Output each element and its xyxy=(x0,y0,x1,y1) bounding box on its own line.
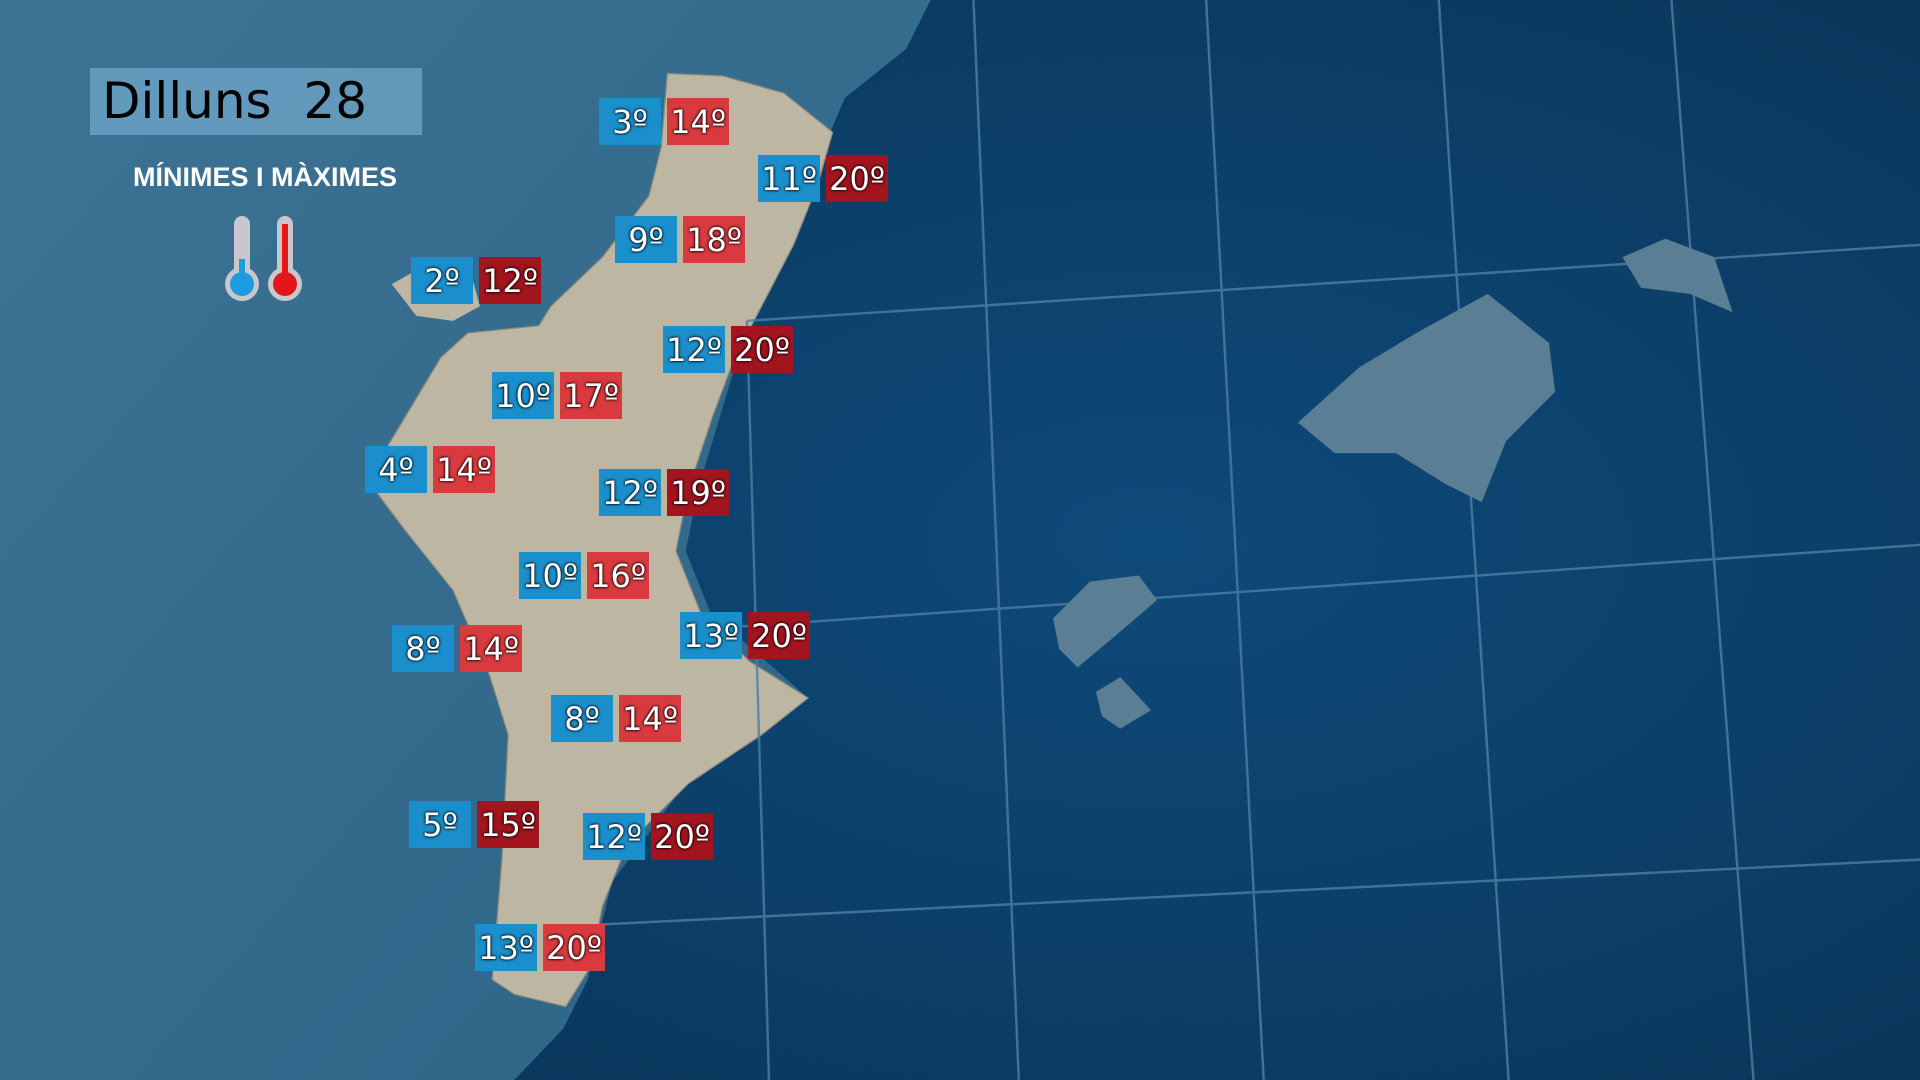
station-label: 12º 20º xyxy=(663,326,793,373)
min-temp: 12º xyxy=(599,469,661,516)
station-label: 9º 18º xyxy=(615,216,745,263)
max-temp: 14º xyxy=(619,695,681,742)
min-temp: 9º xyxy=(615,216,677,263)
station-label: 11º 20º xyxy=(758,155,888,202)
min-temp: 12º xyxy=(663,326,725,373)
station-label: 3º 14º xyxy=(599,98,729,145)
max-temp: 20º xyxy=(748,612,810,659)
station-label: 10º 17º xyxy=(492,372,622,419)
max-temp: 20º xyxy=(731,326,793,373)
station-label: 13º 20º xyxy=(475,924,605,971)
max-temp: 19º xyxy=(667,469,729,516)
max-temp: 20º xyxy=(651,813,713,860)
max-temp: 14º xyxy=(460,625,522,672)
min-temp: 12º xyxy=(583,813,645,860)
max-temp: 18º xyxy=(683,216,745,263)
max-temp: 16º xyxy=(587,552,649,599)
grid-lines xyxy=(599,0,1920,1080)
thermometer-hot-icon xyxy=(268,216,302,301)
max-temp: 14º xyxy=(433,446,495,493)
station-label: 13º 20º xyxy=(680,612,810,659)
max-temp: 20º xyxy=(826,155,888,202)
thermometer-cold-icon xyxy=(225,216,259,301)
min-temp: 3º xyxy=(599,98,661,145)
max-temp: 12º xyxy=(479,257,541,304)
station-label: 12º 19º xyxy=(599,469,729,516)
station-label: 5º 15º xyxy=(409,801,539,848)
menorca xyxy=(1622,238,1733,313)
station-label: 4º 14º xyxy=(365,446,495,493)
station-label: 8º 14º xyxy=(392,625,522,672)
min-temp: 8º xyxy=(551,695,613,742)
min-temp: 13º xyxy=(475,924,537,971)
max-temp: 14º xyxy=(667,98,729,145)
day-title: Dilluns 28 xyxy=(102,72,368,130)
station-label: 12º 20º xyxy=(583,813,713,860)
min-temp: 2º xyxy=(411,257,473,304)
min-temp: 5º xyxy=(409,801,471,848)
legend-subtitle: MÍNIMES I MÀXIMES xyxy=(132,162,397,192)
min-temp: 11º xyxy=(758,155,820,202)
station-label: 2º 12º xyxy=(411,257,541,304)
min-temp: 10º xyxy=(492,372,554,419)
ibiza xyxy=(1053,575,1158,668)
mallorca xyxy=(1297,293,1556,503)
max-temp: 20º xyxy=(543,924,605,971)
station-label: 8º 14º xyxy=(551,695,681,742)
station-label: 10º 16º xyxy=(519,552,649,599)
max-temp: 15º xyxy=(477,801,539,848)
formentera xyxy=(1095,677,1152,729)
min-temp: 8º xyxy=(392,625,454,672)
min-temp: 4º xyxy=(365,446,427,493)
min-temp: 13º xyxy=(680,612,742,659)
day-title-box: Dilluns 28 xyxy=(90,68,422,135)
max-temp: 17º xyxy=(560,372,622,419)
min-temp: 10º xyxy=(519,552,581,599)
